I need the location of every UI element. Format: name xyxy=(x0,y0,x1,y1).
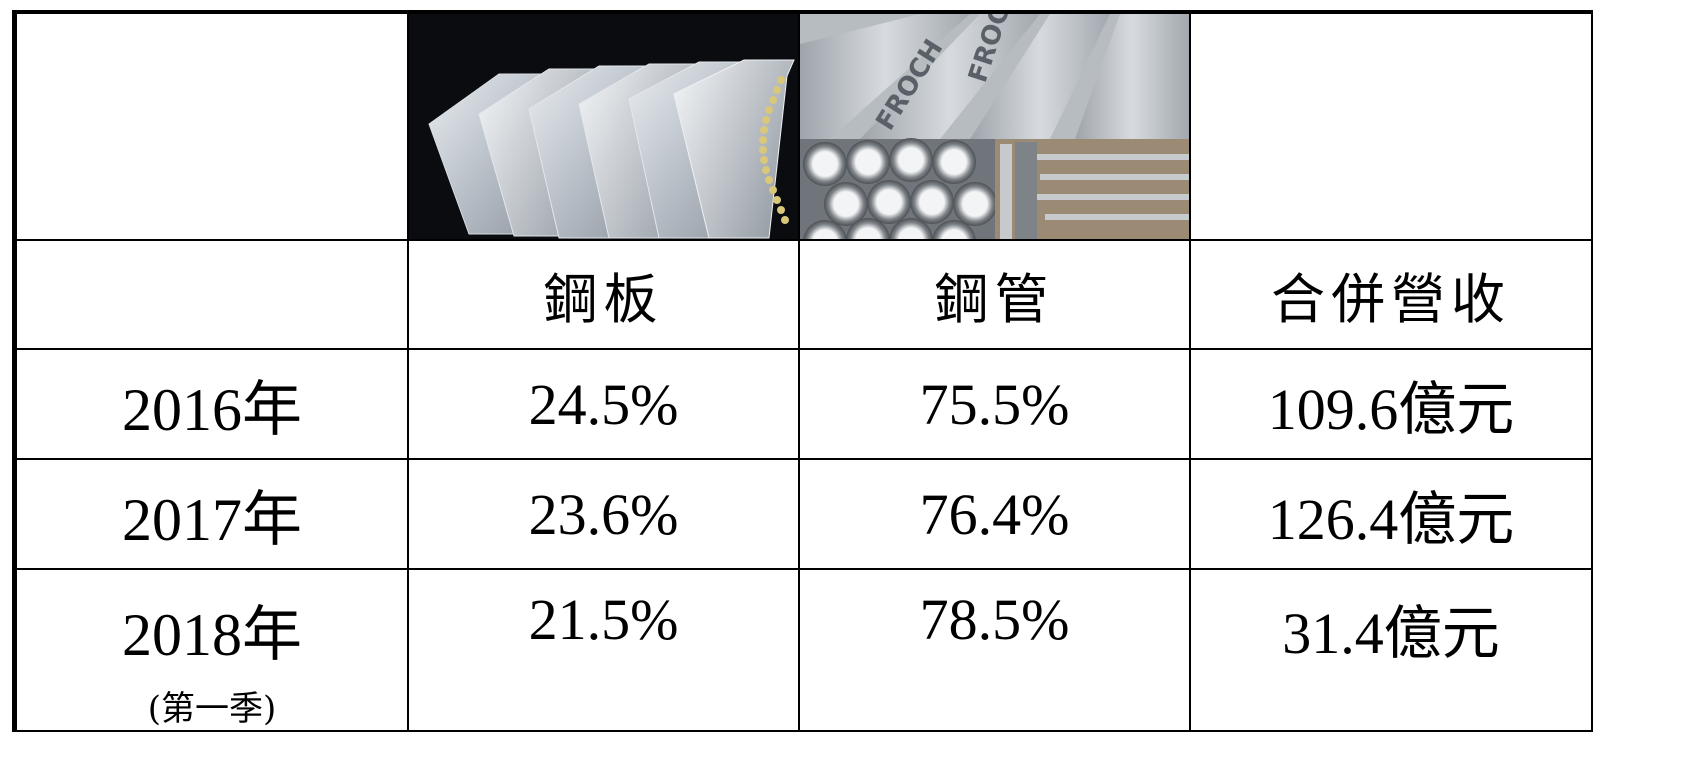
header-steel-plate: 鋼板 xyxy=(543,268,664,331)
year-label: 2018年 xyxy=(122,602,302,668)
empty-image-cell xyxy=(12,10,409,241)
header-plate-cell: 鋼板 xyxy=(407,239,800,350)
steel-pipe-image: FROCH FROCH xyxy=(801,16,1188,238)
plate-share: 23.6% xyxy=(528,481,679,547)
plate-share: 21.5% xyxy=(528,587,679,652)
steel-plate-image xyxy=(410,16,797,238)
revenue-mix-table: FROCH FROCH xyxy=(12,10,1593,732)
pipe-share-cell: 78.5% xyxy=(798,568,1191,732)
header-row: 鋼板 鋼管 合併營收 xyxy=(12,239,1593,350)
plate-share: 24.5% xyxy=(528,371,679,437)
table-row: 2018年 (第一季) 21.5% 78.5% 31.4億元 xyxy=(12,568,1593,732)
year-label: 2017年 xyxy=(122,486,302,553)
year-cell: 2017年 xyxy=(12,458,409,570)
pipe-share: 75.5% xyxy=(919,371,1070,437)
plate-share-cell: 21.5% xyxy=(407,568,800,732)
plate-share-cell: 24.5% xyxy=(407,348,800,460)
header-pipe-cell: 鋼管 xyxy=(798,239,1191,350)
plate-share-cell: 23.6% xyxy=(407,458,800,570)
header-empty-cell xyxy=(12,239,409,350)
pipe-share: 76.4% xyxy=(919,481,1070,547)
year-cell: 2016年 xyxy=(12,348,409,460)
year-label: 2016年 xyxy=(122,376,302,443)
revenue-value: 126.4億元 xyxy=(1267,487,1515,552)
revenue-value: 31.4億元 xyxy=(1282,601,1500,666)
pipe-share-cell: 76.4% xyxy=(798,458,1191,570)
steel-plate-image-cell xyxy=(407,10,800,241)
header-consolidated-revenue: 合併營收 xyxy=(1271,268,1511,331)
revenue-cell: 109.6億元 xyxy=(1189,348,1593,460)
year-note: (第一季) xyxy=(147,689,277,729)
empty-image-cell-right xyxy=(1189,10,1593,241)
revenue-cell: 31.4億元 xyxy=(1189,568,1593,732)
steel-pipe-image-cell: FROCH FROCH xyxy=(798,10,1191,241)
pipe-share: 78.5% xyxy=(919,587,1070,652)
table-row: 2017年 23.6% 76.4% 126.4億元 xyxy=(12,458,1593,570)
header-steel-pipe: 鋼管 xyxy=(934,268,1055,331)
table-row: 2016年 24.5% 75.5% 109.6億元 xyxy=(12,348,1593,460)
pipe-share-cell: 75.5% xyxy=(798,348,1191,460)
revenue-value: 109.6億元 xyxy=(1267,377,1515,442)
year-cell: 2018年 (第一季) xyxy=(12,568,409,732)
image-row: FROCH FROCH xyxy=(12,10,1593,241)
header-revenue-cell: 合併營收 xyxy=(1189,239,1593,350)
revenue-cell: 126.4億元 xyxy=(1189,458,1593,570)
